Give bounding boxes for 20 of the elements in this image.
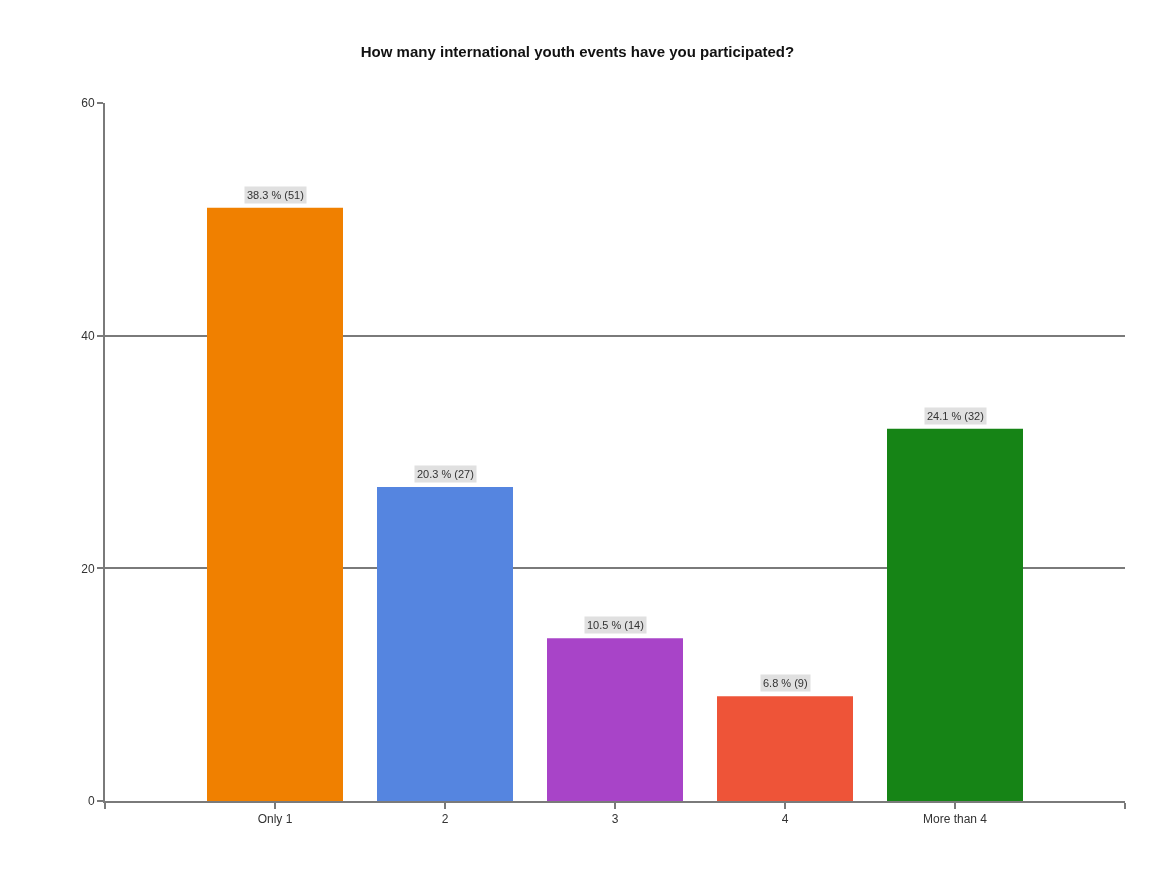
data-label: 10.5 % (14) xyxy=(587,619,644,631)
bar xyxy=(717,696,853,801)
y-tick-label: 0 xyxy=(87,794,95,809)
x-tick-label: 3 xyxy=(611,812,619,827)
bar xyxy=(887,428,1023,801)
bar xyxy=(547,638,683,801)
data-label: 20.3 % (27) xyxy=(417,468,474,480)
y-tick-label: 20 xyxy=(81,561,95,576)
bar xyxy=(377,486,513,801)
x-tick-label: 2 xyxy=(441,812,449,827)
y-tick-label: 60 xyxy=(81,96,95,111)
data-label: 38.3 % (51) xyxy=(247,189,304,201)
x-tick-label: Only 1 xyxy=(257,812,293,827)
x-tick-label: More than 4 xyxy=(922,812,988,827)
x-tick-label: 4 xyxy=(781,812,789,827)
data-label: 24.1 % (32) xyxy=(927,410,984,422)
bar xyxy=(207,207,343,801)
chart-title: How many international youth events have you participated? xyxy=(360,43,795,61)
data-label: 6.8 % (9) xyxy=(763,677,808,689)
y-tick-label: 40 xyxy=(81,328,95,343)
